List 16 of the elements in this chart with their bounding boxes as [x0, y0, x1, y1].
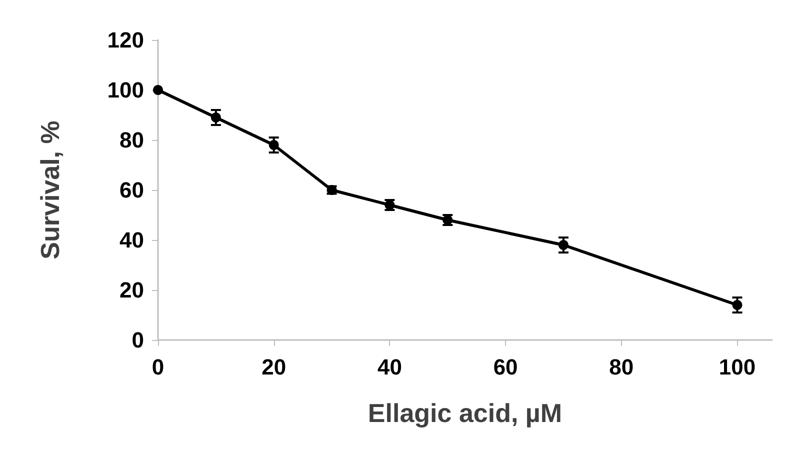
- y-tick-label: 40: [120, 228, 144, 252]
- y-tick-label: 0: [132, 328, 144, 352]
- y-tick-label: 120: [107, 28, 144, 52]
- x-tick-label: 0: [152, 354, 164, 380]
- y-axis-title: Survival, %: [35, 120, 65, 260]
- x-tick-label: 20: [262, 354, 286, 380]
- x-tick-label: 60: [493, 354, 518, 380]
- point: [153, 85, 163, 95]
- x-axis-title: Ellagic acid, µM: [368, 398, 562, 428]
- y-tick-label: 100: [107, 78, 144, 102]
- y-tick-label: 20: [120, 278, 144, 302]
- y-tick-label: 60: [120, 178, 144, 202]
- x-tick-label: 80: [609, 354, 634, 380]
- x-tick-label: 40: [377, 354, 402, 380]
- y-tick-label: 80: [120, 128, 144, 152]
- x-tick-label: 100: [718, 354, 756, 380]
